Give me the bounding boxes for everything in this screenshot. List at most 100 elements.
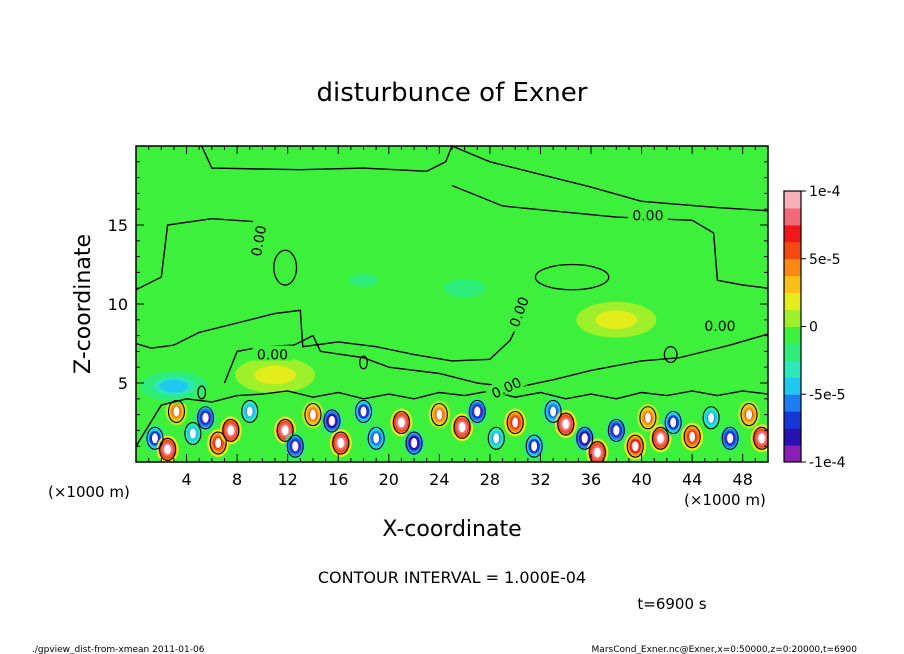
colorbar-tick-label: 0 — [809, 320, 818, 336]
contour-label-bg — [627, 206, 668, 222]
contour-label-bg — [699, 317, 740, 333]
contour-cell — [607, 418, 625, 442]
colorbar-swatch — [784, 258, 801, 277]
colorbar-swatch — [784, 394, 801, 412]
field-feature — [523, 432, 546, 461]
field-core — [581, 433, 588, 444]
field-core — [373, 433, 380, 444]
field-feature — [274, 416, 297, 445]
contour-cell — [740, 403, 758, 427]
contour-line — [136, 309, 523, 362]
colorbar-swatch — [784, 241, 801, 260]
contour-cell — [405, 431, 423, 455]
contour-label-bg — [252, 345, 293, 361]
field-core — [531, 441, 538, 452]
colorbar-swatch — [784, 377, 801, 395]
field-feature — [390, 408, 413, 437]
field-layer — [136, 262, 768, 462]
field-core — [613, 425, 620, 436]
x-tick-label: 48 — [733, 470, 753, 489]
field-core — [164, 444, 171, 455]
contour-cell — [276, 418, 294, 442]
y-axis-label: Z-coordinate — [71, 234, 96, 374]
field-feature — [329, 429, 352, 458]
field-core — [493, 433, 500, 444]
field-core — [708, 412, 715, 423]
field-feature — [636, 403, 659, 432]
contour-cell — [702, 406, 720, 430]
colorbar-tick-label: 5e-5 — [809, 252, 840, 268]
field-core — [360, 406, 367, 417]
field-core — [398, 417, 405, 428]
field-feature — [235, 357, 316, 394]
contour-cell — [683, 425, 701, 449]
y-tick-label: 10 — [108, 295, 128, 314]
field-feature — [301, 400, 324, 429]
x-tick-label: 40 — [631, 470, 651, 489]
field-feature — [700, 403, 723, 432]
contour-loop — [359, 355, 368, 370]
field-core — [282, 425, 289, 436]
field-feature — [165, 397, 188, 426]
field-band — [159, 379, 189, 393]
x-tick-label: 28 — [480, 470, 500, 489]
colorbar-swatch — [784, 326, 801, 344]
contour-loop — [197, 385, 207, 400]
field-core — [309, 409, 316, 420]
field-feature — [428, 400, 451, 429]
field-core — [758, 433, 765, 444]
x-tick-label: 44 — [682, 470, 702, 489]
contour-line — [451, 184, 768, 289]
field-feature — [136, 368, 214, 405]
field-feature — [504, 408, 527, 437]
colorbar-swatch — [784, 428, 801, 446]
field-feature — [662, 408, 685, 437]
contour-cell — [222, 418, 240, 442]
contour-cell — [184, 422, 202, 446]
field-core — [657, 433, 664, 444]
field-core — [215, 438, 222, 449]
contour-cell — [525, 434, 543, 458]
x-axis: 4 8 12 16 20 24 28 32 36 40 44 48 — [135, 146, 769, 489]
contour-cell — [652, 426, 670, 450]
field-core — [246, 406, 253, 417]
contour-cell — [557, 412, 575, 436]
contour-cell — [753, 426, 768, 450]
contour-cell — [286, 434, 304, 458]
contour-line — [136, 217, 257, 291]
contour-cell — [626, 434, 644, 458]
contour-cell — [487, 426, 505, 450]
contour-cell — [241, 399, 259, 423]
y-axis: 5 10 15 — [108, 145, 768, 463]
field-core — [292, 441, 299, 452]
field-feature — [738, 400, 761, 429]
contour-cell — [146, 426, 164, 450]
x-tick-label: 32 — [530, 470, 550, 489]
contour-cell — [209, 431, 227, 455]
field-feature — [194, 403, 217, 432]
field-core — [328, 415, 335, 426]
contour-label: 0.00 — [632, 209, 663, 225]
contour-label-bg — [246, 219, 268, 262]
contour-loop — [534, 263, 610, 291]
contour-interval-text: CONTOUR INTERVAL = 1.000E-04 — [318, 568, 586, 587]
colorbar-swatch — [784, 224, 801, 243]
field-band — [450, 281, 480, 295]
field-core — [411, 438, 418, 449]
footer-right: MarsCond_Exner.nc@Exner,x=0:50000,z=0:20… — [592, 645, 858, 654]
field-core — [670, 417, 677, 428]
field-core — [151, 433, 158, 444]
colorbar-swatch — [784, 207, 801, 226]
contour-cell — [304, 403, 322, 427]
field-feature — [365, 424, 388, 453]
x-axis-label: X-coordinate — [382, 517, 521, 542]
contour-cell — [367, 426, 385, 450]
field-feature — [320, 406, 343, 435]
footer-left: ./gpview_dist-from-xmean 2011-01-06 — [32, 645, 205, 654]
colorbar-swatch — [784, 445, 801, 463]
field-core — [562, 419, 569, 430]
x-tick-label: 12 — [278, 470, 298, 489]
colorbar-swatch — [784, 191, 801, 209]
field-feature — [605, 416, 628, 445]
field-feature — [181, 419, 204, 448]
